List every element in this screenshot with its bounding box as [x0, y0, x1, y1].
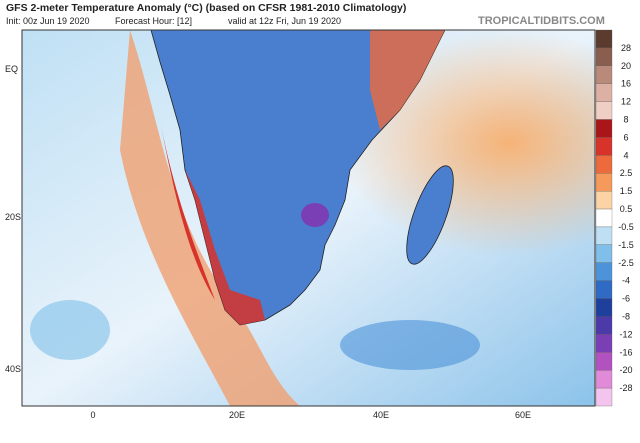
colorbar-box	[595, 65, 613, 84]
colorbar-label: 4	[623, 150, 628, 160]
colorbar-label: -4	[622, 276, 630, 286]
colorbar-label: -2.5	[618, 258, 634, 268]
colorbar-label: -0.5	[618, 222, 634, 232]
lon-labels: 0 20E 40E 60E	[90, 410, 531, 420]
title: GFS 2-meter Temperature Anomaly (°C) (ba…	[6, 2, 406, 14]
colorbar-box	[595, 226, 613, 246]
lon-label: 40E	[373, 410, 389, 420]
colorbar-box	[595, 370, 613, 389]
colorbar-box	[595, 137, 613, 156]
colorbar-label: 12	[621, 97, 631, 107]
site: TROPICALTIDBITS.COM	[478, 15, 605, 27]
colorbar-label: -16	[619, 347, 632, 357]
colorbar-label: -1.5	[618, 240, 634, 250]
forecast-hour: Forecast Hour: [12]	[115, 16, 192, 26]
lat-labels: EQ 20S 40S	[5, 64, 21, 374]
lon-label: 20E	[229, 410, 245, 420]
lat-label: 40S	[5, 364, 21, 374]
colorbar-box	[595, 47, 613, 66]
colorbar-box	[595, 280, 613, 299]
colorbar-box	[595, 190, 613, 210]
colorbar-label: -20	[619, 365, 632, 375]
lat-label: 20S	[5, 212, 21, 222]
colorbar-label: -28	[619, 383, 632, 393]
map	[22, 30, 595, 406]
colorbar-label: -12	[619, 329, 632, 339]
colorbar-label: 20	[621, 61, 631, 71]
colorbar-box	[595, 119, 613, 138]
colorbar-box	[595, 387, 613, 407]
colorbar-box	[595, 316, 613, 335]
colorbar-label: 28	[621, 43, 631, 53]
colorbar: 28 20 16 12 8 6 4 2.5 1.5 0.5 -0.5 -1.5 -2.5 -4 -6 -8 -1…	[595, 29, 634, 407]
init: Init: 00z Jun 19 2020	[6, 16, 90, 26]
lon-label: 0	[90, 410, 95, 420]
colorbar-box	[595, 155, 613, 174]
colorbar-box	[595, 244, 613, 263]
colorbar-box	[595, 173, 613, 192]
colorbar-label: -6	[622, 294, 630, 304]
colorbar-label: 8	[623, 115, 628, 125]
colorbar-box	[595, 334, 613, 353]
colorbar-label: 1.5	[620, 186, 633, 196]
colorbar-box	[595, 101, 613, 120]
lon-label: 60E	[515, 410, 531, 420]
map-frame	[21, 29, 596, 407]
valid: valid at 12z Fri, Jun 19 2020	[228, 16, 341, 26]
colorbar-label: 0.5	[620, 204, 633, 214]
colorbar-box	[595, 83, 613, 102]
colorbar-label: 2.5	[620, 168, 633, 178]
colorbar-box	[595, 298, 613, 317]
colorbar-box	[595, 262, 613, 281]
lat-label: EQ	[5, 64, 18, 74]
colorbar-label: 6	[623, 132, 628, 142]
colorbar-label: 16	[621, 79, 631, 89]
colorbar-box	[595, 208, 613, 228]
colorbar-box	[595, 352, 613, 371]
colorbar-label: -8	[622, 311, 630, 321]
colorbar-box	[595, 29, 613, 49]
